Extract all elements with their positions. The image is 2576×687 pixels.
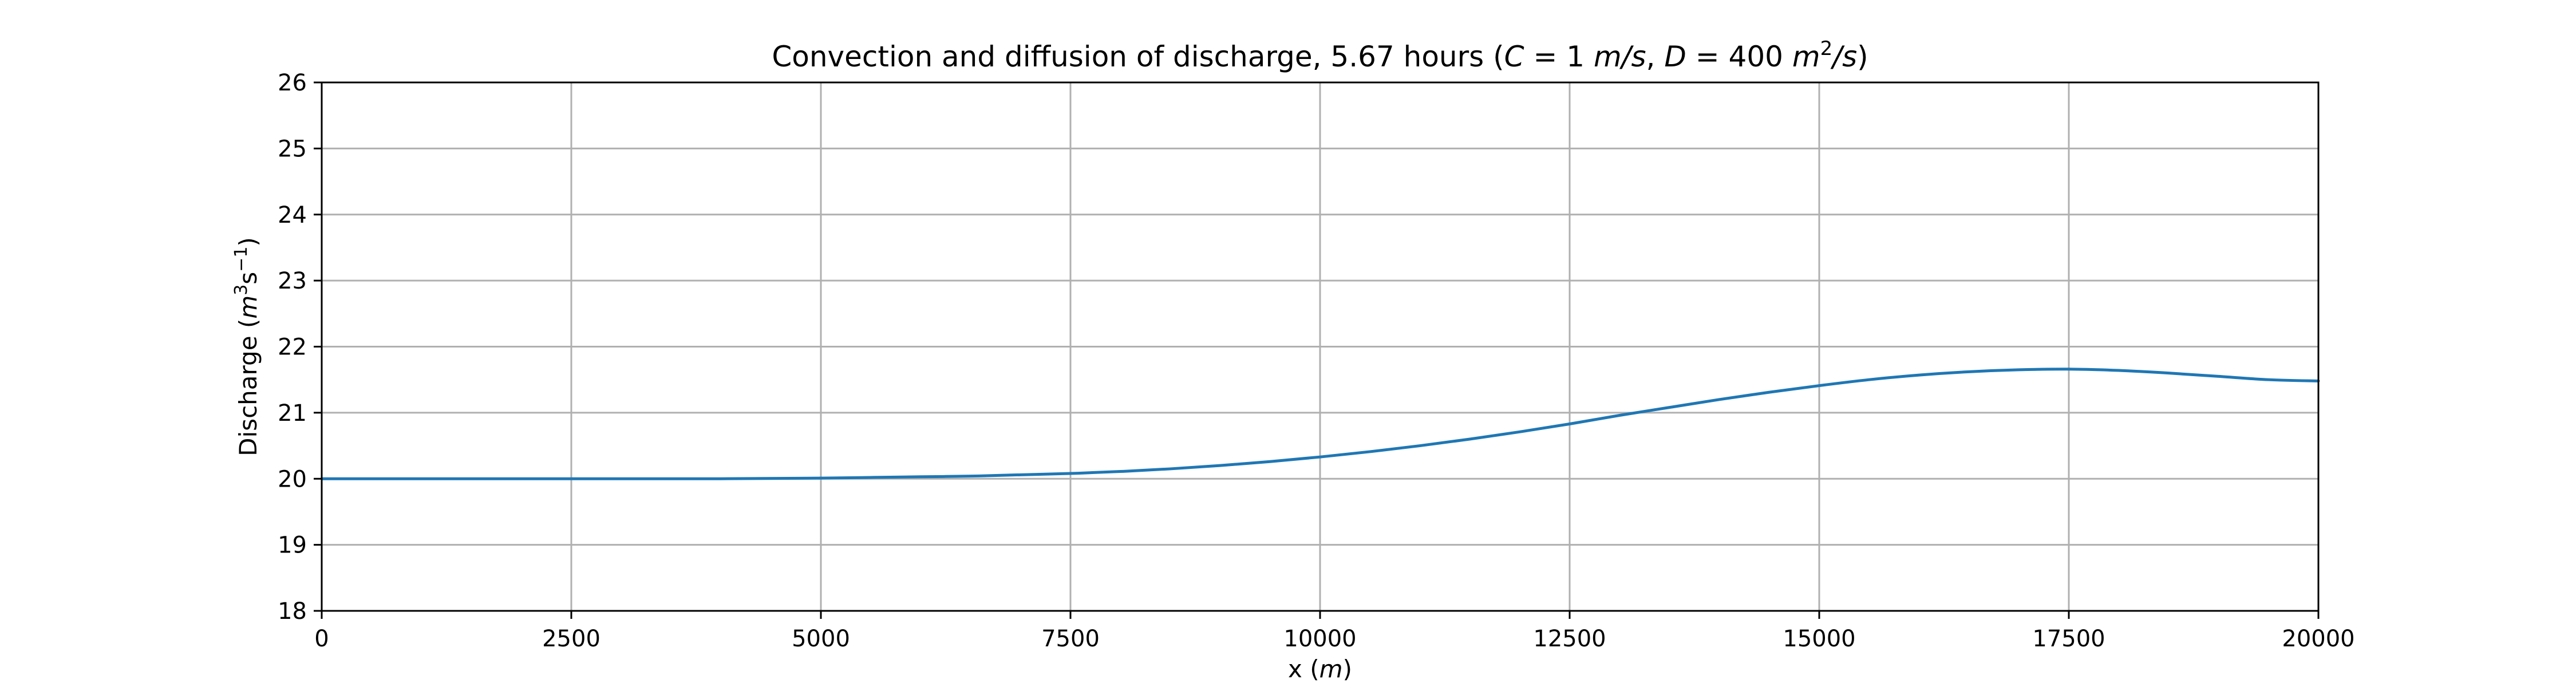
y-tick-label: 20 [278, 466, 307, 492]
x-tick-label: 5000 [792, 626, 850, 652]
y-tick-label: 26 [278, 70, 307, 96]
y-axis-label: Discharge (m3s−1) [231, 237, 263, 456]
x-tick-label: 10000 [1283, 626, 1356, 652]
ticks: 0 2500 5000 7500 10000 12500 15000 17500 20000 18… [278, 70, 2355, 652]
x-tick-label: 0 [314, 626, 329, 652]
x-tick-label: 2500 [542, 626, 600, 652]
x-tick-label: 12500 [1533, 626, 1606, 652]
x-tick-label: 7500 [1041, 626, 1100, 652]
x-tick-label: 17500 [2032, 626, 2105, 652]
y-tick-label: 23 [278, 268, 307, 294]
y-tick-label: 19 [278, 532, 307, 559]
y-tick-label: 21 [278, 400, 307, 427]
x-tick-label: 15000 [1783, 626, 1855, 652]
series-layer [320, 368, 2320, 480]
chart-title: Convection and diffusion of discharge, 5… [772, 37, 1868, 73]
y-tick-label: 24 [278, 202, 307, 228]
x-tick-label: 20000 [2282, 626, 2354, 652]
x-axis-label: x (m) [1288, 655, 1352, 683]
grid [321, 81, 2320, 612]
discharge-series-line [320, 368, 2320, 480]
y-tick-label: 18 [278, 598, 307, 625]
y-tick-label: 25 [278, 136, 307, 162]
plot-frame [321, 81, 2320, 612]
y-tick-label: 22 [278, 334, 307, 361]
